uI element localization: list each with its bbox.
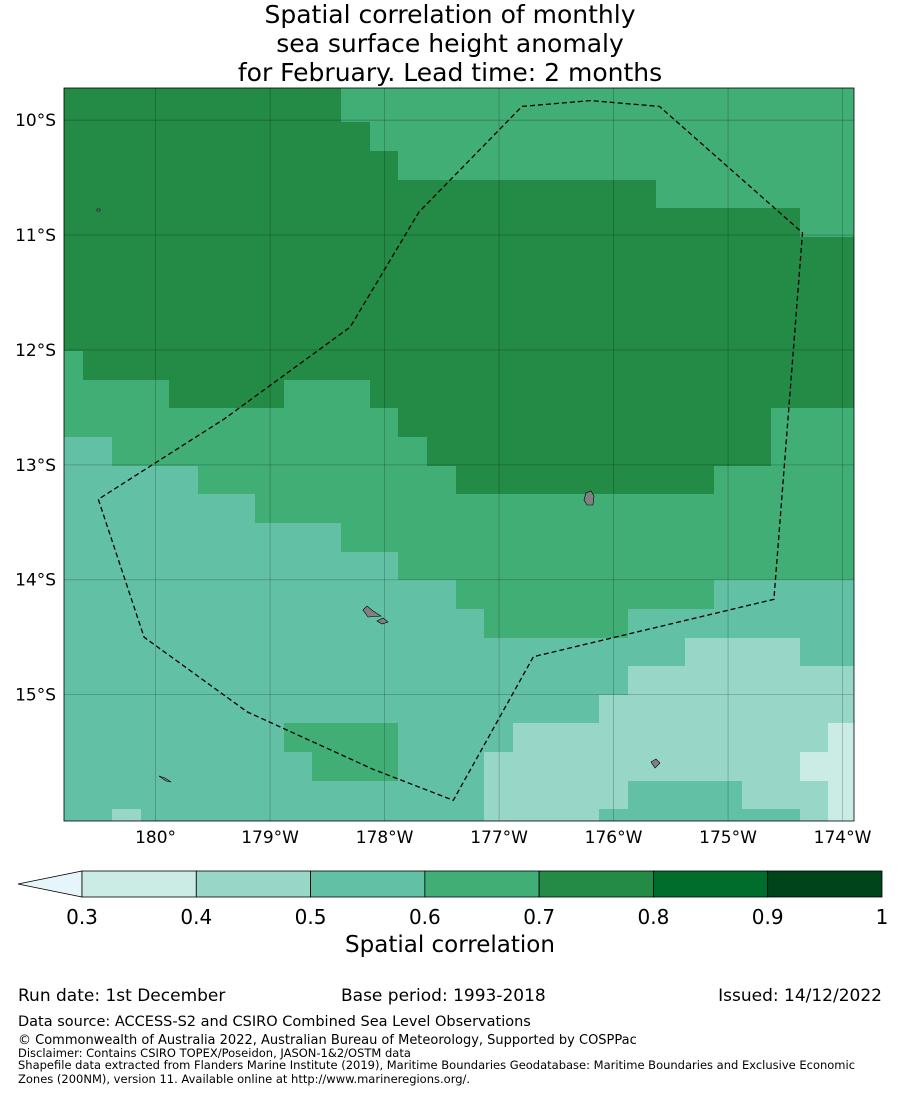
colorbar-box bbox=[767, 870, 883, 898]
lat-tick-label: 15°S bbox=[15, 686, 56, 706]
colorbar-box bbox=[424, 870, 540, 898]
title-line-3: for February. Lead time: 2 months bbox=[237, 58, 663, 87]
island-4 bbox=[650, 758, 661, 769]
title-line-1: Spatial correlation of monthly bbox=[264, 0, 636, 29]
colorbar-extend-triangle bbox=[17, 870, 83, 898]
copyright: © Commonwealth of Australia 2022, Austra… bbox=[18, 1033, 637, 1048]
graticule bbox=[64, 88, 854, 821]
colorbar-boxes bbox=[81, 870, 883, 898]
lat-tick-label: 11°S bbox=[15, 226, 56, 246]
colorbar-box bbox=[195, 870, 311, 898]
axis-labels: 10°S 11°S 12°S 13°S 14°S 15°S 180° 179°W 178°W 17… bbox=[15, 111, 872, 848]
field-region-3 bbox=[484, 638, 854, 821]
lon-tick-label: 175°W bbox=[699, 828, 757, 848]
lon-tick-label: 179°W bbox=[241, 828, 299, 848]
lon-tick-label: 176°W bbox=[585, 828, 643, 848]
correlation-map: 10°S 11°S 12°S 13°S 14°S 15°S 180° 179°W 178°W 17… bbox=[15, 87, 872, 848]
field-region-2 bbox=[64, 437, 854, 821]
colorbar-tick-label: 1 bbox=[875, 905, 889, 929]
field-region-4 bbox=[800, 723, 854, 821]
field-region-7 bbox=[284, 723, 398, 781]
island-5 bbox=[158, 775, 172, 783]
disclaimer: Disclaimer: Contains CSIRO TOPEX/Poseido… bbox=[18, 1046, 411, 1060]
issued-date: Issued: 14/12/2022 bbox=[718, 986, 882, 1006]
map-frame bbox=[63, 87, 855, 822]
colorbar-tick-label: 0.3 bbox=[66, 905, 98, 929]
shapefile-credit-2: Zones (200NM), version 11. Available onl… bbox=[18, 1072, 471, 1086]
lat-tick-label: 14°S bbox=[15, 571, 56, 591]
colorbar-tick-label: 0.4 bbox=[180, 905, 213, 929]
colorbar-box bbox=[653, 870, 769, 898]
run-date: Run date: 1st December bbox=[18, 986, 226, 1006]
data-source: Data source: ACCESS-S2 and CSIRO Combine… bbox=[18, 1014, 531, 1030]
title-line-2: sea surface height anomaly bbox=[276, 29, 624, 58]
lon-tick-label: 174°W bbox=[814, 828, 872, 848]
field-region-5 bbox=[599, 781, 800, 821]
island-6 bbox=[96, 208, 101, 212]
shapefile-credit-1: Shapefile data extracted from Flanders M… bbox=[18, 1058, 856, 1072]
lat-tick-label: 12°S bbox=[15, 341, 56, 361]
colorbar-tick-label: 0.9 bbox=[751, 905, 784, 929]
colorbar-tick-label: 0.6 bbox=[408, 905, 441, 929]
lat-tick-label: 13°S bbox=[15, 456, 56, 476]
colorbar-tick-label: 0.8 bbox=[637, 905, 670, 929]
colorbar-tick-label: 0.5 bbox=[294, 905, 327, 929]
lon-tick-label: 180° bbox=[135, 828, 176, 848]
island-2 bbox=[362, 605, 382, 618]
base-period: Base period: 1993-2018 bbox=[341, 986, 546, 1006]
lon-tick-label: 178°W bbox=[356, 828, 414, 848]
colorbar-label: Spatial correlation bbox=[345, 932, 555, 958]
island-1 bbox=[583, 490, 595, 506]
colorbar bbox=[17, 870, 883, 898]
lon-tick-label: 177°W bbox=[470, 828, 528, 848]
correlation-grid bbox=[64, 88, 854, 821]
colorbar-box bbox=[310, 870, 426, 898]
lat-tick-label: 10°S bbox=[15, 111, 56, 131]
colorbar-box bbox=[81, 870, 197, 898]
islands bbox=[96, 208, 661, 783]
field-region-6 bbox=[112, 809, 141, 821]
colorbar-tick-label: 0.7 bbox=[523, 905, 556, 929]
eez-boundary bbox=[97, 99, 804, 802]
colorbar-box bbox=[538, 870, 654, 898]
island-3 bbox=[376, 617, 389, 625]
